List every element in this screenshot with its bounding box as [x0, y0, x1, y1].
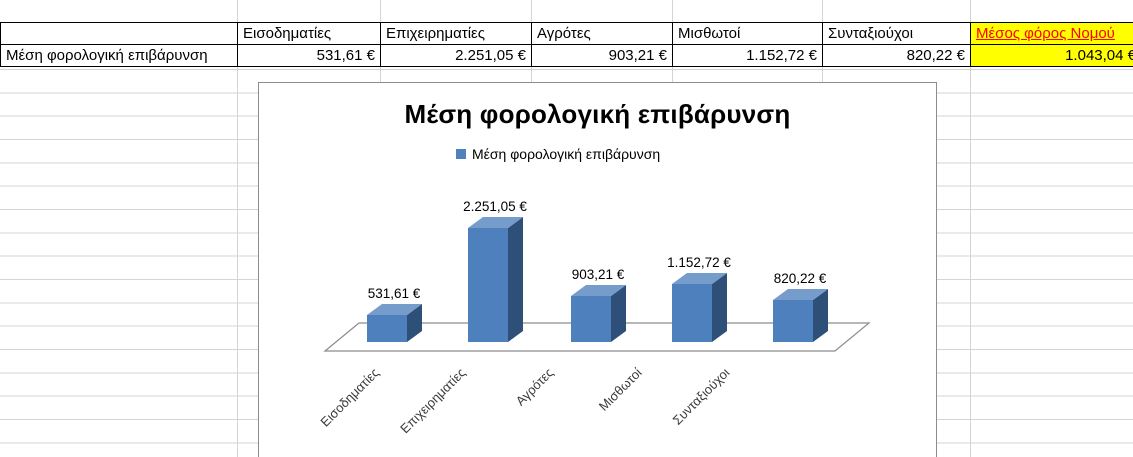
value-cell[interactable]: 903,21 €	[531, 44, 673, 67]
data-label[interactable]: 903,21 €	[572, 267, 625, 282]
header-cell-highlighted[interactable]: Μέσος φόρος Νομού	[970, 22, 1133, 45]
bar-1[interactable]: 2.251,05 €	[463, 199, 527, 342]
data-label[interactable]: 820,22 €	[774, 271, 827, 286]
category-axis: Εισοδηματίες Επιχειρηματίες Αγρότες Μισθωτο…	[259, 83, 938, 457]
table-header-row: Εισοδηματίες Επιχειρηματίες Αγρότες Μισθ…	[0, 22, 1133, 45]
bar-4[interactable]: 820,22 €	[773, 271, 828, 342]
table-value-row: Μέση φορολογική επιβάρυνση 531,61 € 2.25…	[0, 44, 1133, 67]
bar-0[interactable]: 531,61 €	[367, 286, 422, 342]
category-label-2[interactable]: Αγρότες	[513, 365, 557, 409]
header-cell[interactable]: Επιχειρηματίες	[380, 22, 532, 45]
category-label-4[interactable]: Συνταξιούχοι	[669, 365, 733, 428]
category-label-0[interactable]: Εισοδηματίες	[316, 365, 382, 430]
row-label-cell[interactable]: Μέση φορολογική επιβάρυνση	[0, 44, 238, 67]
value-cell[interactable]: 820,22 €	[822, 44, 971, 67]
column-gridline	[970, 0, 971, 457]
plot-area[interactable]: 531,61 € 2.251,05 € 903,21 € 1.152,72 € 820,…	[259, 83, 938, 457]
category-label-1[interactable]: Επιχειρηματίες	[397, 365, 469, 437]
legend-label: Μέση φορολογική επιβάρυνση	[472, 146, 661, 162]
data-table: Εισοδηματίες Επιχειρηματίες Αγρότες Μισθ…	[0, 22, 1133, 67]
column-gridline	[237, 0, 238, 457]
chart-title[interactable]: Μέση φορολογική επιβάρυνση	[404, 99, 791, 129]
bar-3[interactable]: 1.152,72 €	[667, 255, 731, 342]
chart-legend[interactable]: Μέση φορολογική επιβάρυνση	[456, 146, 660, 162]
header-cell[interactable]: Μισθωτοί	[672, 22, 823, 45]
header-cell[interactable]: Συνταξιούχοι	[822, 22, 971, 45]
data-label[interactable]: 1.152,72 €	[667, 255, 731, 270]
value-cell-highlighted[interactable]: 1.043,04 €	[970, 44, 1133, 67]
data-label[interactable]: 531,61 €	[368, 286, 421, 301]
value-cell[interactable]: 2.251,05 €	[380, 44, 532, 67]
chart[interactable]: Μέση φορολογική επιβάρυνση Μέση φορολογι…	[258, 82, 937, 457]
header-cell[interactable]: Εισοδηματίες	[237, 22, 381, 45]
category-label-3[interactable]: Μισθωτοί	[595, 365, 645, 414]
cell-blank[interactable]	[0, 22, 238, 45]
bar-2[interactable]: 903,21 €	[571, 267, 626, 342]
value-cell[interactable]: 1.152,72 €	[672, 44, 823, 67]
value-cell[interactable]: 531,61 €	[237, 44, 381, 67]
header-cell[interactable]: Αγρότες	[531, 22, 673, 45]
legend-marker-icon	[456, 149, 466, 159]
data-label[interactable]: 2.251,05 €	[463, 199, 527, 214]
